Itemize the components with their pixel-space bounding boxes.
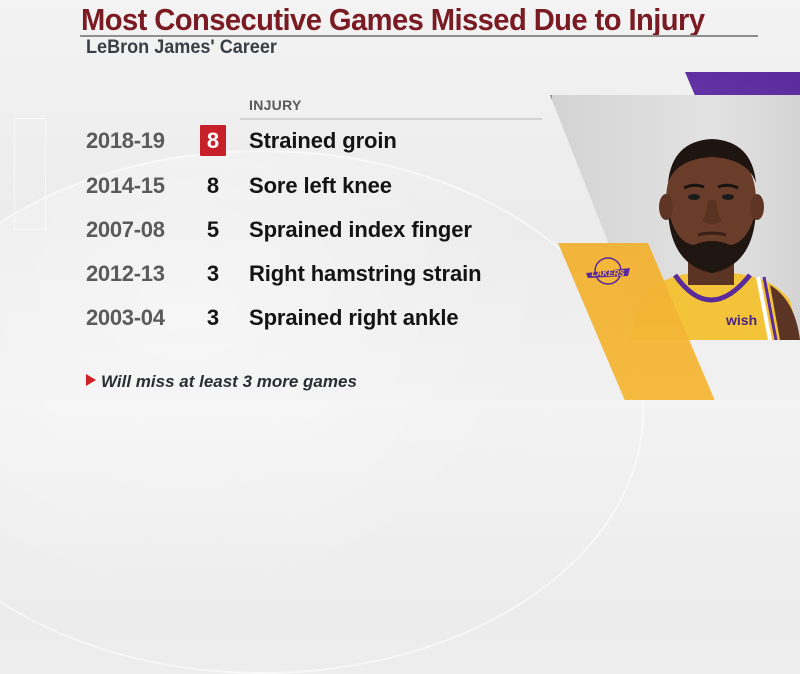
games-missed-cell: 3 [206, 305, 220, 330]
season-cell: 2003-04 [86, 305, 165, 330]
footnote: Will miss at least 3 more games [86, 372, 357, 392]
injury-cell: Sore left knee [249, 173, 392, 198]
table-row: 2007-08 5 Sprained index finger [0, 217, 560, 257]
column-header-divider [240, 118, 542, 120]
season-cell: 2007-08 [86, 217, 165, 242]
table-row: 2003-04 3 Sprained right ankle [0, 305, 560, 345]
svg-text:LAKERS: LAKERS [592, 269, 626, 278]
season-cell: 2018-19 [86, 128, 165, 153]
player-photo-panel: wish LAKERS [540, 60, 800, 400]
jersey-patch-text: wish [725, 312, 757, 328]
title-divider [379, 35, 758, 37]
table-row: 2018-19 8 Strained groin [0, 125, 560, 168]
season-cell: 2012-13 [86, 261, 165, 286]
games-missed-cell: 3 [206, 261, 220, 286]
games-missed-cell: 5 [206, 217, 220, 242]
title-divider [80, 35, 379, 37]
injury-cell: Sprained index finger [249, 217, 472, 242]
games-missed-cell-highlighted: 8 [200, 125, 226, 156]
season-cell: 2014-15 [86, 173, 165, 198]
injury-cell: Right hamstring strain [249, 261, 482, 286]
games-missed-cell: 8 [206, 173, 220, 198]
footnote-text: Will miss at least 3 more games [101, 372, 357, 391]
injury-cell: Strained groin [249, 128, 397, 153]
table-row: 2014-15 8 Sore left knee [0, 173, 560, 213]
table-row: 2012-13 3 Right hamstring strain [0, 261, 560, 301]
subtitle: LeBron James' Career [86, 37, 277, 58]
background-decoration [14, 118, 46, 230]
page-title: Most Consecutive Games Missed Due to Inj… [81, 2, 705, 37]
lakers-logo-icon: LAKERS [586, 257, 630, 285]
injury-cell: Sprained right ankle [249, 305, 459, 330]
red-triangle-bullet-icon [86, 374, 96, 386]
column-header-injury: INJURY [249, 97, 302, 113]
